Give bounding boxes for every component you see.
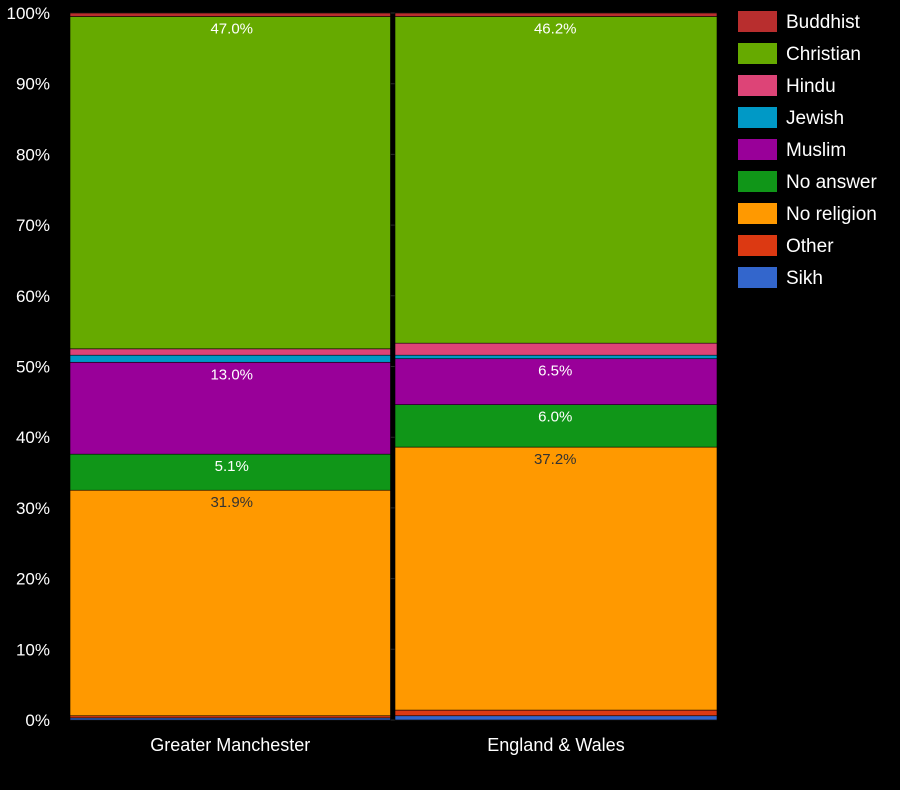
y-tick-label: 70% (16, 216, 50, 235)
y-tick-label: 10% (16, 640, 50, 659)
bar-segment-england-and-wales-christian[interactable] (394, 16, 718, 344)
bars (69, 12, 718, 721)
y-tick-label: 90% (16, 75, 50, 94)
data-label-england-and-wales-christian: 46.2% (534, 21, 577, 38)
y-tick-label: 40% (16, 428, 50, 447)
legend-swatch-jewish (738, 107, 777, 128)
bar-segment-greater-manchester-sikh[interactable] (69, 717, 391, 721)
legend-label-no-religion[interactable]: No religion (786, 204, 877, 225)
legend-swatch-buddhist (738, 11, 777, 32)
data-label-greater-manchester-muslim: 13.0% (210, 366, 253, 383)
x-category-label: England & Wales (487, 735, 624, 755)
legend-label-christian[interactable]: Christian (786, 44, 861, 65)
legend-label-muslim[interactable]: Muslim (786, 140, 846, 161)
bar-segment-greater-manchester-muslim[interactable] (69, 361, 391, 455)
legend-swatch-hindu (738, 75, 777, 96)
legend-swatch-muslim (738, 139, 777, 160)
legend-label-other[interactable]: Other (786, 236, 834, 257)
legend-label-hindu[interactable]: Hindu (786, 76, 836, 97)
axes: 0% 10% 20% 30% 40% 50% 60% 70% 80% 90% 100% Greater… (7, 4, 625, 755)
data-label-england-and-wales-no-religion: 37.2% (534, 451, 577, 468)
legend-swatch-christian (738, 43, 777, 64)
legend-swatch-other (738, 235, 777, 256)
bar-segment-england-and-wales-jewish[interactable] (394, 354, 718, 360)
y-tick-label: 20% (16, 570, 50, 589)
legend-swatch-no-answer (738, 171, 777, 192)
bar-segment-greater-manchester-other[interactable] (69, 715, 391, 719)
legend-label-buddhist[interactable]: Buddhist (786, 12, 861, 33)
legend-label-sikh[interactable]: Sikh (786, 268, 823, 289)
bar-segment-greater-manchester-no-religion[interactable] (69, 489, 391, 717)
data-label-england-and-wales-muslim: 6.5% (538, 363, 572, 380)
y-tick-label: 30% (16, 499, 50, 518)
bar-segment-england-and-wales-buddhist[interactable] (394, 12, 718, 17)
data-label-england-and-wales-no-answer: 6.0% (538, 409, 572, 426)
bar-segment-england-and-wales-other[interactable] (394, 709, 718, 717)
bar-segment-greater-manchester-jewish[interactable] (69, 354, 391, 363)
y-tick-label: 50% (16, 358, 50, 377)
x-category-label: Greater Manchester (150, 735, 310, 755)
bar-segment-greater-manchester-christian[interactable] (69, 16, 391, 350)
bar-segment-greater-manchester-hindu[interactable] (69, 348, 391, 356)
y-tick-label: 100% (7, 4, 50, 23)
data-label-greater-manchester-christian: 47.0% (210, 21, 253, 38)
bar-segment-england-and-wales-muslim[interactable] (394, 358, 718, 405)
bar-segment-england-and-wales-no-religion[interactable] (394, 446, 718, 711)
bar-segment-greater-manchester-buddhist[interactable] (69, 12, 391, 17)
legend-label-no-answer[interactable]: No answer (786, 172, 877, 193)
y-tick-label: 60% (16, 287, 50, 306)
y-tick-label: 80% (16, 145, 50, 164)
legend: Buddhist Christian Hindu Jewish Muslim No ans… (738, 11, 877, 289)
data-label-greater-manchester-no-religion: 31.9% (210, 494, 253, 511)
bar-segment-england-and-wales-sikh[interactable] (394, 715, 718, 721)
legend-swatch-no-religion (738, 203, 777, 224)
data-label-greater-manchester-no-answer: 5.1% (215, 458, 249, 475)
bar-segment-england-and-wales-hindu[interactable] (394, 342, 718, 356)
data-labels: 47.0% 13.0% 5.1% 31.9% 46.2% 6.5% 6.0% 37.2% (210, 21, 576, 512)
y-tick-label: 0% (25, 711, 50, 730)
bar-segment-england-and-wales-no-answer[interactable] (394, 404, 718, 448)
legend-swatch-sikh (738, 267, 777, 288)
bar-segment-greater-manchester-no-answer[interactable] (69, 453, 391, 491)
legend-label-jewish[interactable]: Jewish (786, 108, 844, 129)
